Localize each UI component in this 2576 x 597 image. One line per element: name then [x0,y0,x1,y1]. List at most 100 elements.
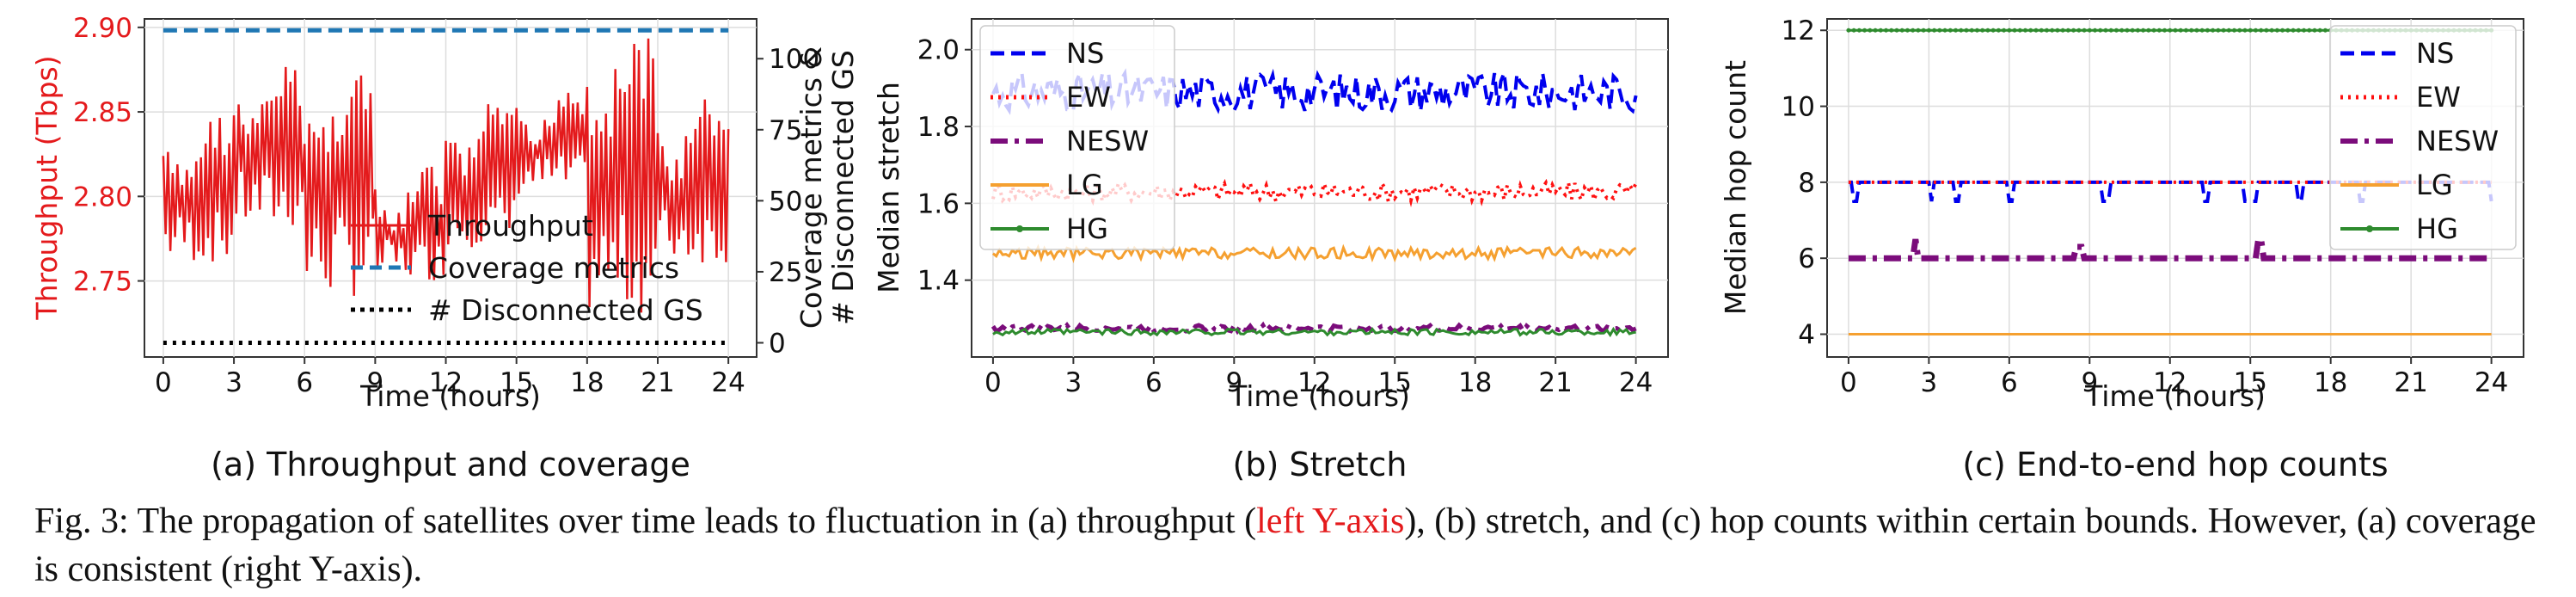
panel-c-hg-marker [1862,28,1868,33]
panel-a-x-tick-label: 6 [296,367,313,398]
panel-c-hg-marker [1942,28,1947,33]
panel-c-y-tick-label: 12 [1782,15,1815,46]
panel-b-legend-label-hg: HG [1066,212,1108,245]
panel-b-series-lg [991,243,1637,264]
panel-c-hg-marker [1904,28,1910,33]
panel-c-legend-label-ew: EW [2416,81,2461,114]
panel-c-hg-marker [1899,28,1904,33]
panel-b-legend-label-nesw: NESW [1066,125,1149,157]
panel-b-legend-label-ew: EW [1066,81,1111,114]
panel-c-hg-marker [2065,28,2070,33]
panel-c-x-axis-label: Time (hours) [2084,379,2266,413]
panel-c-y-tick-label: 4 [1798,320,1815,351]
panel-c-x-tick-label: 12 [2153,367,2187,398]
panel-c-hg-marker [2071,28,2076,33]
panel-c-x-tick-label: 0 [1840,367,1857,398]
panel-b-plot-frame [971,18,1669,358]
panel-a-right-y-tick-label: 100 [769,44,819,75]
panel-a-series-throughput [162,38,730,313]
panel-c-hg-marker [1921,28,1926,33]
panel-c-hg-marker [1947,28,1953,33]
panel-c-hg-marker [1868,28,1873,33]
panel-b-y-tick-label: 2.0 [917,35,960,66]
panel-c-hg-marker [2248,28,2253,33]
panel-b-x-tick-label: 9 [1225,367,1242,398]
panel-c-hg-marker [2307,28,2312,33]
panel-c-hg-marker [1990,28,1996,33]
panel-c-hg-marker [1974,28,1979,33]
panel-c-hg-marker [1985,28,1990,33]
panel-c-hg-marker [2151,28,2156,33]
panel-c-hg-marker [2178,28,2183,33]
panel-c-hg-marker [2108,28,2113,33]
panel-a-right-y-tick-label: 75 [769,115,802,146]
panel-c-hg-marker [2274,28,2279,33]
panel-c-hg-marker [2237,28,2242,33]
panel-a-y-tick-label: 2.85 [73,97,132,128]
panel-c-hop-counts: 0 3 6 9 12 15 18 21 24 4 6 8 10 12 Time (hours) Medi… [1719,15,2524,483]
panel-c-y-tick-label: 10 [1782,92,1815,123]
panel-c-hg-marker [2317,28,2322,33]
panel-c-hg-marker [1980,28,1985,33]
panel-a-series [162,28,730,345]
panel-c-hg-marker [2050,28,2055,33]
panel-c-legend-label-hg: HG [2416,212,2458,245]
panel-b-y-ticks: 1.4 1.6 1.8 2.0 [917,35,972,297]
panel-c-hg-marker [2130,28,2135,33]
panel-c-hg-marker [2055,28,2060,33]
panel-a-x-tick-label: 9 [367,367,384,398]
panel-a-right-y-axis-label-line2: # Disconnected GS [826,50,860,325]
panel-a-right-y-ticks: 0 25 50 75 100 [757,44,819,359]
panel-a-x-tick-label: 3 [225,367,242,398]
panel-a-legend-coverage: Coverage metrics [428,251,679,285]
panel-c-hg-marker [2125,28,2130,33]
panel-b-legend-label-ns: NS [1066,37,1104,70]
panel-c-legend-label-ns: NS [2416,37,2454,70]
panel-c-plot-frame [1826,18,2524,358]
panel-c-hg-marker [2205,28,2210,33]
panel-c-hg-marker [2007,28,2012,33]
panel-c-hg-marker [2087,28,2092,33]
panel-a-x-tick-label: 21 [641,367,674,398]
panel-c-y-axis-label: Median hop count [1719,60,1752,315]
panel-c-x-ticks: 0 3 6 9 12 15 18 21 24 [1840,357,2508,398]
panel-c-hg-marker [1878,28,1883,33]
panel-c-hg-marker [2296,28,2301,33]
panel-a-plot-frame [144,18,757,358]
panel-c-hg-marker [2168,28,2173,33]
panel-c-hg-marker [2119,28,2125,33]
panel-c-hg-marker [2183,28,2188,33]
panel-b-x-tick-label: 0 [984,367,1002,398]
panel-b-y-tick-label: 1.8 [917,112,960,143]
panel-c-hg-marker [2173,28,2178,33]
panel-c-hg-marker [1894,28,1899,33]
panel-b-x-tick-label: 12 [1297,367,1331,398]
panel-c-hg-marker [2023,28,2028,33]
panel-c-hg-marker [2093,28,2098,33]
panel-c-hg-marker [2253,28,2258,33]
panel-a-left-y-axis-label: Throughput (Tbps) [30,55,64,320]
panel-c-hg-marker [2259,28,2264,33]
panel-c-hg-marker [2039,28,2044,33]
panel-a-y-tick-label: 2.80 [73,182,132,212]
panel-c-y-tick-label: 8 [1798,168,1815,199]
figure-caption-suffix: ), (b) stretch, and (c) hop counts withi… [34,502,2536,589]
panel-a-right-y-tick-label: 50 [769,186,802,217]
panel-c-hg-marker [1959,28,1964,33]
panel-c-hg-marker [1884,28,1889,33]
panel-c-hg-marker [2098,28,2103,33]
panel-c-hg-marker [2113,28,2119,33]
panel-c-hg-marker [1937,28,1942,33]
panel-a-y-tick-label: 2.75 [73,267,132,298]
panel-c-hg-marker [2060,28,2065,33]
panel-a-x-tick-label: 0 [155,367,172,398]
panel-c-hg-marker [2028,28,2033,33]
panel-b-y-tick-label: 1.4 [917,266,960,297]
panel-b-series-hg [992,326,1636,338]
panel-c-hg-marker [2269,28,2274,33]
panel-c-hg-marker [2232,28,2237,33]
panel-b-legend-box [979,25,1175,250]
panel-c-hg-marker [2199,28,2205,33]
panel-b-subcaption: (b) Stretch [1233,446,1408,483]
